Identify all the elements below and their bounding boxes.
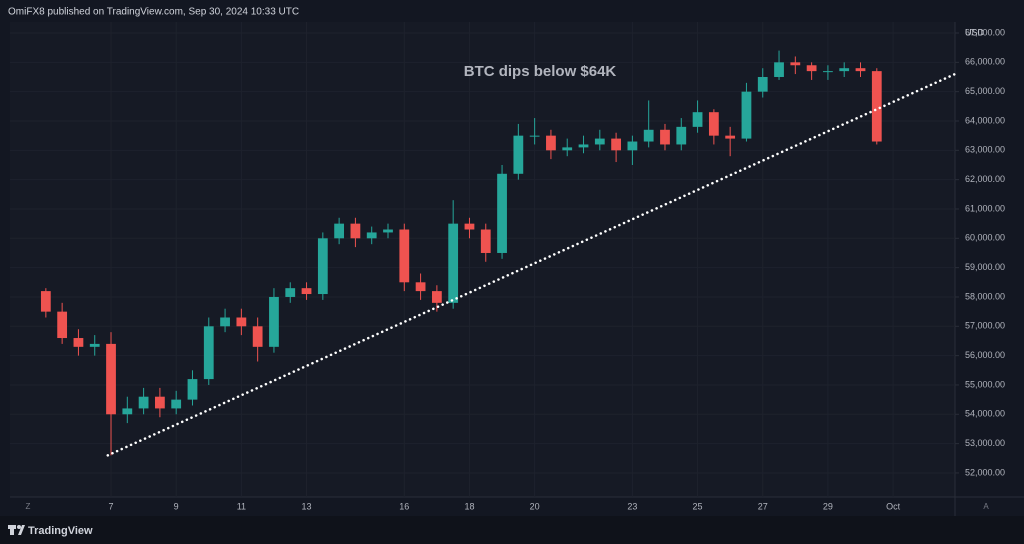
candle-body	[203, 326, 214, 380]
candle-body	[138, 396, 149, 409]
x-tick-label: 27	[758, 501, 768, 511]
x-tick-label: 23	[627, 501, 637, 511]
candle-body	[757, 76, 768, 92]
y-tick-label: 67,000.00	[965, 27, 1005, 37]
y-tick-label: 61,000.00	[965, 203, 1005, 213]
x-tick-label: 13	[302, 501, 312, 511]
y-tick-label: 64,000.00	[965, 115, 1005, 125]
annotation: BTC dips below $64K	[464, 63, 617, 80]
x-tick-label: 11	[237, 501, 246, 511]
candle-body	[40, 291, 51, 312]
candle-body	[366, 232, 377, 239]
brand-logo	[8, 525, 25, 535]
footer-bar	[0, 516, 1024, 544]
candle-body	[269, 296, 279, 347]
y-tick-label: 59,000.00	[965, 262, 1005, 272]
candle-body	[464, 223, 475, 230]
x-tick-label: Oct	[886, 501, 901, 511]
axis-button[interactable]: A	[983, 502, 989, 511]
candle-body	[220, 317, 230, 327]
candle-body	[562, 147, 573, 151]
axis-button[interactable]: Z	[26, 502, 31, 511]
candle-body	[676, 126, 687, 145]
candle-body	[513, 135, 524, 174]
candle-body	[774, 62, 784, 77]
candle-body	[546, 135, 556, 151]
y-tick-label: 62,000.00	[965, 174, 1005, 184]
candle-body	[594, 138, 605, 145]
candle-body	[448, 223, 459, 303]
candle-body	[57, 311, 68, 339]
candle-body	[725, 135, 736, 139]
candle-body	[839, 68, 850, 72]
candle-body	[155, 396, 165, 409]
x-tick-label: 16	[399, 501, 409, 511]
x-tick-label: 25	[693, 501, 703, 511]
candle-body	[106, 343, 116, 415]
y-tick-label: 55,000.00	[965, 379, 1005, 389]
candle-body	[692, 112, 703, 127]
candle-body	[643, 129, 654, 142]
candle-body	[578, 144, 589, 148]
brand-name: TradingView	[28, 525, 93, 537]
candle-body	[529, 135, 540, 137]
x-tick-label: 20	[530, 501, 540, 511]
candle-body	[741, 91, 752, 139]
plot-area	[10, 22, 955, 497]
candle-body	[301, 288, 312, 295]
candle-body	[611, 138, 621, 151]
candle-body	[350, 223, 361, 239]
currency-label: USD	[965, 27, 985, 37]
header-text: OmiFX8 published on TradingView.com, Sep…	[8, 7, 299, 18]
candle-body	[334, 223, 345, 239]
candle-body	[823, 71, 833, 73]
candle-body	[383, 229, 393, 233]
candle-body	[317, 238, 328, 295]
candle-body	[627, 141, 638, 151]
candle-body	[806, 65, 817, 72]
x-tick-label: 9	[174, 501, 179, 511]
x-tick-label: 29	[823, 501, 833, 511]
y-tick-label: 57,000.00	[965, 321, 1005, 331]
candle-body	[855, 68, 866, 72]
candle-body	[252, 326, 263, 347]
y-tick-label: 63,000.00	[965, 145, 1005, 155]
candle-body	[171, 399, 182, 409]
candle-body	[187, 379, 198, 400]
y-tick-label: 56,000.00	[965, 350, 1005, 360]
candle-body	[480, 229, 491, 253]
candle-body	[431, 291, 442, 303]
y-tick-label: 54,000.00	[965, 409, 1005, 419]
y-tick-label: 65,000.00	[965, 86, 1005, 96]
grid	[10, 22, 955, 497]
y-tick-label: 52,000.00	[965, 467, 1005, 477]
candles	[40, 50, 957, 457]
x-tick-label: 18	[464, 501, 474, 511]
trendline	[106, 72, 957, 457]
candle-body	[89, 343, 100, 347]
candle-body	[660, 129, 670, 145]
candle-body	[285, 288, 296, 297]
candle-body	[73, 338, 84, 347]
candle-body	[708, 112, 719, 136]
candle-body	[399, 229, 410, 283]
candle-body	[790, 62, 801, 66]
candle-body	[497, 173, 507, 253]
candle-body	[871, 71, 882, 142]
y-tick-label: 58,000.00	[965, 291, 1005, 301]
candle-body	[415, 282, 426, 292]
y-tick-label: 60,000.00	[965, 233, 1005, 243]
y-tick-label: 66,000.00	[965, 57, 1005, 67]
y-tick-label: 53,000.00	[965, 438, 1005, 448]
candle-body	[122, 408, 133, 415]
x-tick-label: 7	[109, 501, 114, 511]
candle-body	[236, 317, 247, 327]
